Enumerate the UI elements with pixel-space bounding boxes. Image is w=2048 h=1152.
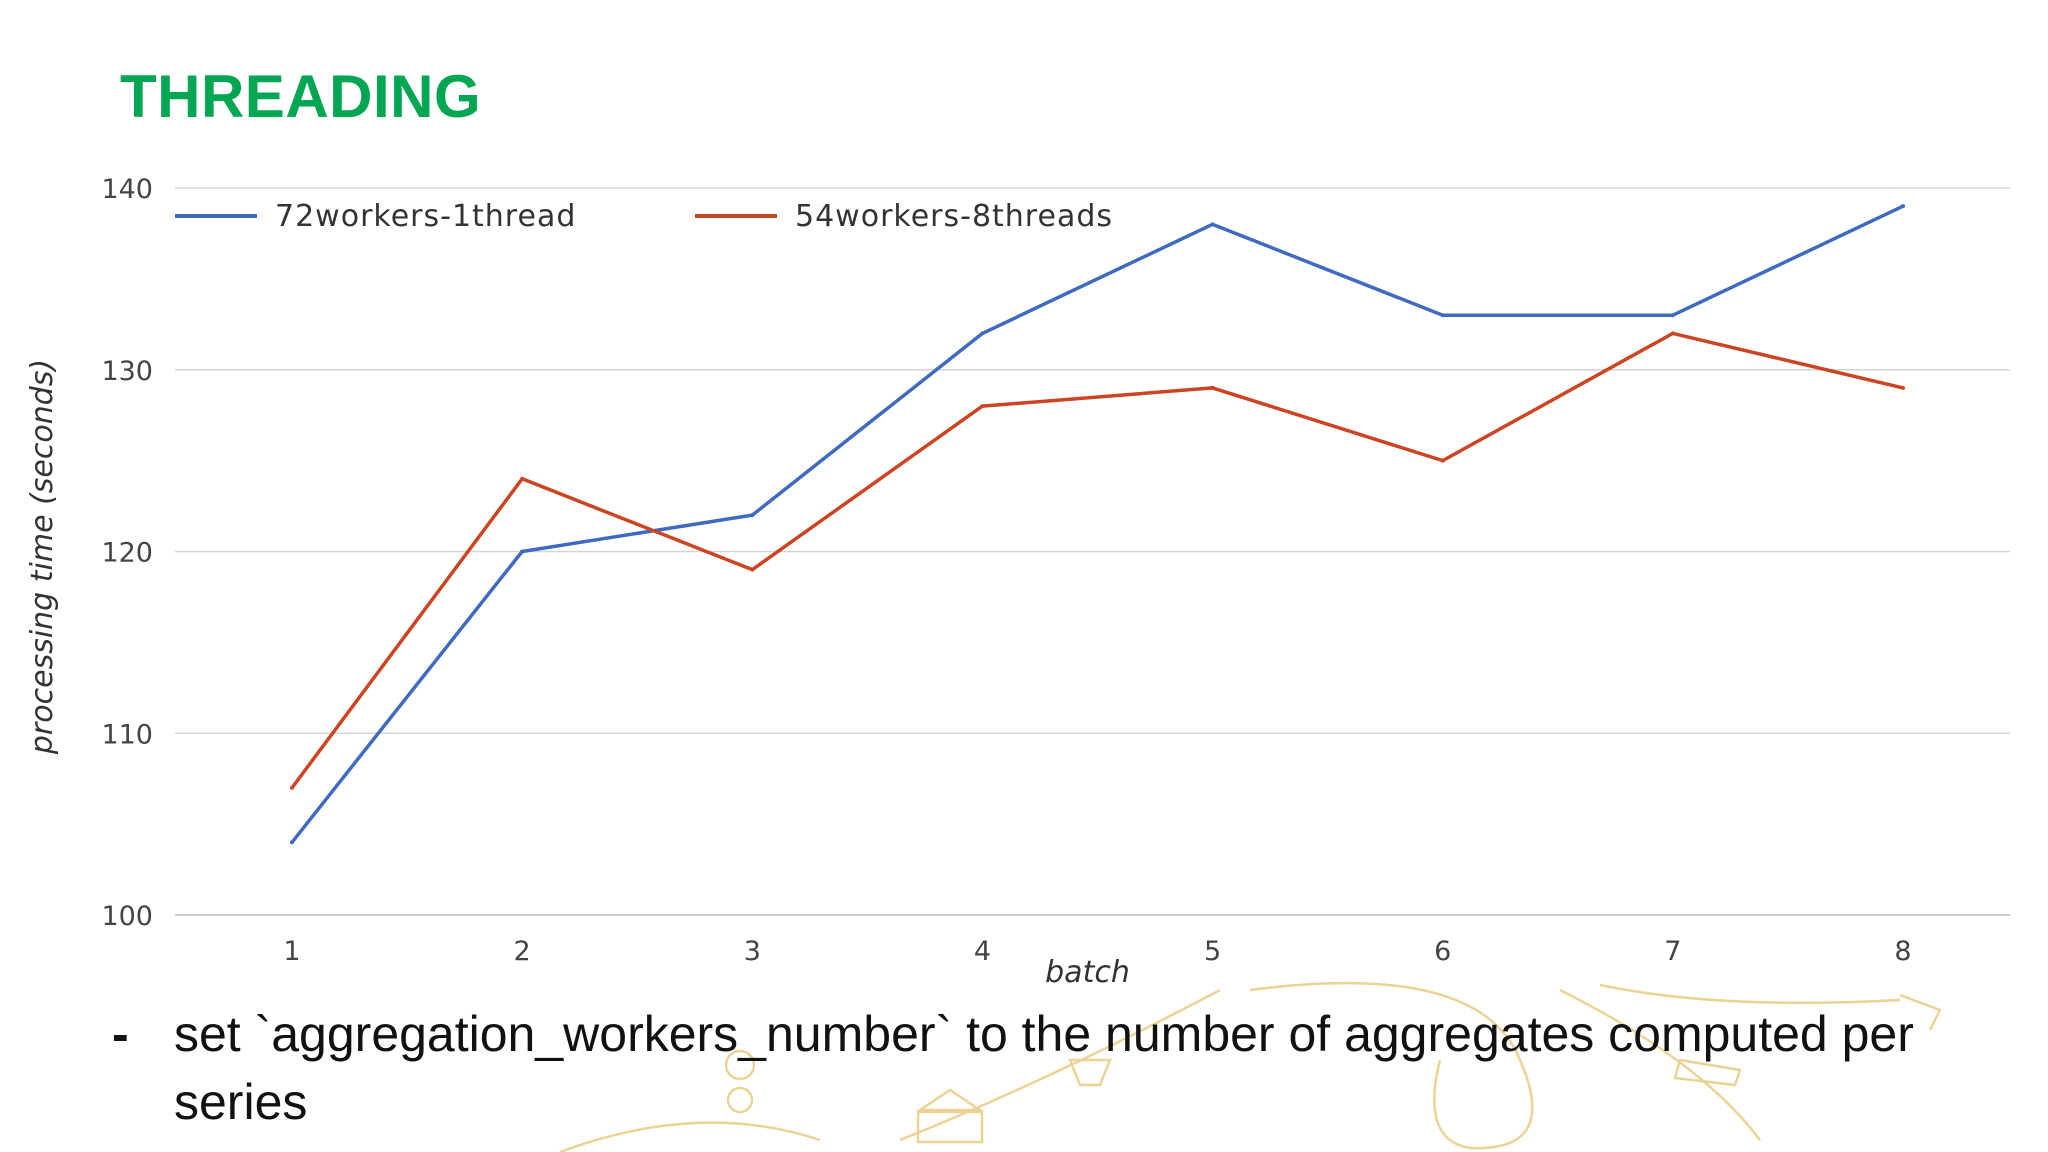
x-axis-title: batch — [1045, 955, 1130, 990]
bullet-marker: - — [112, 1006, 129, 1062]
series-2-point-3 — [750, 567, 755, 572]
series-2-point-2 — [520, 476, 525, 481]
legend-label-1: 72workers-1thread — [275, 199, 576, 234]
series-2-point-4 — [980, 404, 985, 409]
series-1-point-5 — [1210, 222, 1215, 227]
bullet-text: set `aggregation_workers_number` to the … — [174, 1006, 1914, 1130]
series-2-point-8 — [1901, 385, 1905, 390]
x-tick-label-2: 2 — [514, 936, 531, 967]
series-1-point-7 — [1670, 313, 1675, 318]
legend-label-2: 54workers-8threads — [795, 199, 1113, 234]
slide-title: THREADING — [120, 63, 482, 130]
series-1-point-6 — [1440, 313, 1445, 318]
y-tick-label-130: 130 — [101, 356, 153, 387]
y-axis-title: processing time (seconds) — [25, 359, 60, 755]
series-1-point-8 — [1901, 204, 1905, 209]
line-chart: 100 110 120 130 140 1 2 3 4 5 6 7 8 batch processing t… — [25, 174, 2010, 990]
series-1-point-1 — [290, 840, 294, 845]
series-2-point-7 — [1670, 331, 1675, 336]
series-2-point-6 — [1440, 458, 1445, 463]
series-2-point-5 — [1210, 385, 1215, 390]
series-1-point-4 — [980, 331, 985, 336]
x-tick-label-8: 8 — [1894, 936, 1911, 967]
x-tick-label-4: 4 — [974, 936, 991, 967]
y-tick-label-110: 110 — [101, 719, 153, 750]
x-tick-label-6: 6 — [1434, 936, 1451, 967]
series-1-point-3 — [750, 513, 755, 518]
x-tick-label-3: 3 — [744, 936, 761, 967]
x-tick-label-7: 7 — [1664, 936, 1681, 967]
x-tick-label-5: 5 — [1204, 936, 1221, 967]
y-tick-label-120: 120 — [101, 538, 153, 569]
series-line-1 — [290, 204, 1904, 844]
series-1-point-2 — [520, 549, 525, 554]
y-tick-label-100: 100 — [101, 901, 153, 932]
x-tick-label-1: 1 — [283, 936, 300, 967]
series-2-point-1 — [290, 785, 294, 790]
series-line-2 — [290, 331, 1904, 789]
y-tick-label-140: 140 — [101, 174, 153, 205]
